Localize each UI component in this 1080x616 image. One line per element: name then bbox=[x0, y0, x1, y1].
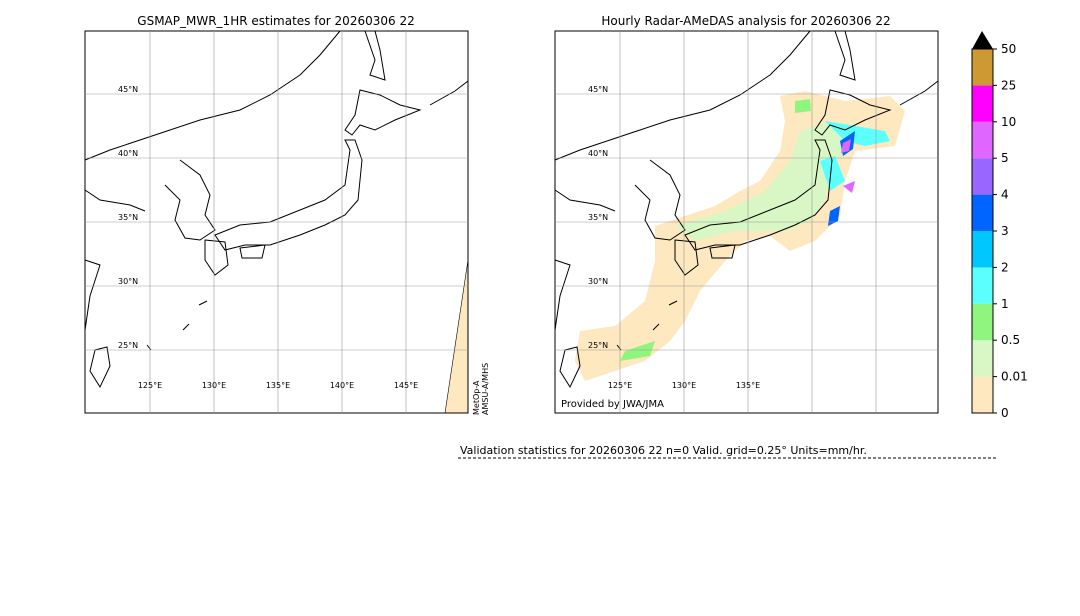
lon-label: 135°E bbox=[266, 381, 290, 390]
colorbar-label: 0.01 bbox=[1001, 370, 1028, 384]
lat-label: 35°N bbox=[118, 213, 138, 222]
colorbar-segment bbox=[972, 303, 993, 341]
lon-label: 140°E bbox=[330, 381, 354, 390]
colorbar-label: 2 bbox=[1001, 260, 1009, 274]
colorbar-segment bbox=[972, 267, 993, 304]
colorbar-segment bbox=[972, 231, 993, 268]
lat-label: 30°N bbox=[588, 277, 608, 286]
lon-label: 130°E bbox=[672, 381, 696, 390]
colorbar-label: 0 bbox=[1001, 406, 1009, 420]
lat-label: 40°N bbox=[588, 149, 608, 158]
lon-label: 145°E bbox=[394, 381, 418, 390]
satellite-label: AMSU-A/MHS bbox=[481, 363, 490, 415]
colorbar-label: 5 bbox=[1001, 151, 1009, 165]
precip-area bbox=[675, 121, 855, 241]
lat-label: 45°N bbox=[118, 85, 138, 94]
validation-text: Validation statistics for 20260306 22 n=… bbox=[460, 444, 867, 457]
lat-label: 45°N bbox=[588, 85, 608, 94]
lat-label: 25°N bbox=[588, 341, 608, 350]
colorbar-label: 10 bbox=[1001, 115, 1016, 129]
colorbar-extend bbox=[972, 31, 993, 49]
credit: Provided by JWA/JMA bbox=[561, 399, 664, 410]
precip-area bbox=[828, 131, 855, 226]
left-map bbox=[84, 30, 469, 414]
colorbar-segment bbox=[972, 49, 993, 86]
colorbar-segment bbox=[972, 121, 993, 159]
lat-label: 40°N bbox=[118, 149, 138, 158]
lat-label: 35°N bbox=[588, 213, 608, 222]
precip-area bbox=[444, 259, 469, 414]
colorbar-segment bbox=[972, 376, 993, 413]
lat-label: 25°N bbox=[118, 341, 138, 350]
coastline bbox=[84, 30, 469, 388]
colorbar-label: 3 bbox=[1001, 224, 1009, 238]
precip-area bbox=[841, 139, 855, 193]
map-title: GSMAP_MWR_1HR estimates for 20260306 22 bbox=[137, 14, 414, 28]
colorbar-segment bbox=[972, 158, 993, 195]
colorbar-segment bbox=[972, 194, 993, 231]
lat-label: 30°N bbox=[118, 277, 138, 286]
colorbar-label: 25 bbox=[1001, 78, 1016, 92]
lon-label: 125°E bbox=[138, 381, 162, 390]
colorbar-label: 1 bbox=[1001, 297, 1009, 311]
colorbar-label: 4 bbox=[1001, 188, 1009, 202]
precip-area bbox=[820, 121, 890, 191]
colorbar-label: 0.5 bbox=[1001, 333, 1020, 347]
colorbar-segment bbox=[972, 340, 993, 377]
map-title: Hourly Radar-AMeDAS analysis for 2026030… bbox=[601, 14, 890, 28]
colorbar-label: 50 bbox=[1001, 42, 1016, 56]
lon-label: 135°E bbox=[736, 381, 760, 390]
colorbar-segment bbox=[972, 85, 993, 122]
lon-label: 125°E bbox=[608, 381, 632, 390]
lon-label: 130°E bbox=[202, 381, 226, 390]
satellite-label: MetOp-A bbox=[472, 380, 481, 415]
right-map bbox=[554, 30, 939, 414]
